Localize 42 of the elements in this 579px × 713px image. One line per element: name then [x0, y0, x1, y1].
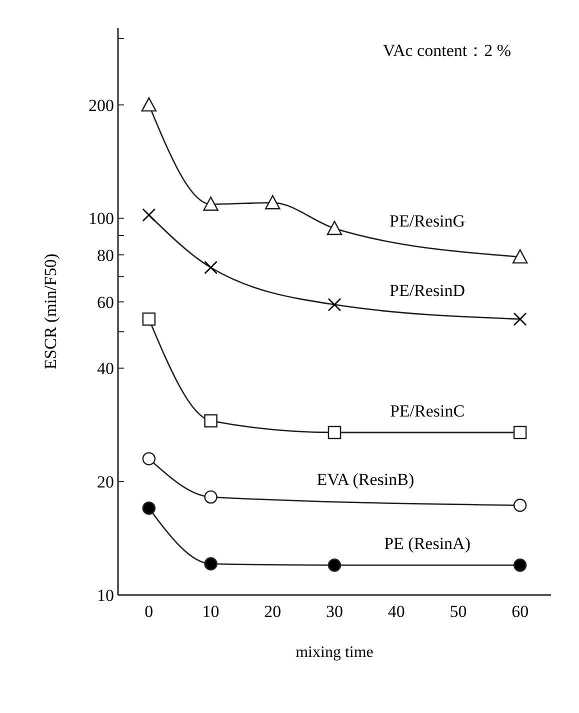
y-tick-label: 60 — [97, 292, 114, 312]
point — [513, 558, 527, 572]
point — [513, 426, 527, 440]
series-label: PE/ResinG — [390, 212, 466, 231]
point — [142, 502, 156, 515]
point — [203, 196, 218, 211]
y-tick-label: 10 — [97, 586, 114, 605]
point — [513, 498, 527, 512]
point — [204, 557, 218, 570]
y-axis-title: ESCR (min/F50) — [41, 254, 60, 370]
point — [513, 312, 527, 326]
point — [142, 312, 156, 326]
point — [141, 97, 157, 112]
point — [204, 260, 218, 274]
point — [326, 220, 342, 236]
point — [204, 414, 218, 428]
point — [328, 558, 342, 572]
y-tick-label: 200 — [88, 96, 114, 115]
series-label: PE (ResinA) — [384, 534, 470, 554]
y-tick-label: 100 — [88, 209, 114, 228]
point — [512, 249, 528, 264]
annotation: VAc content：2 % — [382, 41, 511, 60]
point — [328, 298, 342, 312]
series-label: PE/ResinD — [390, 280, 466, 300]
point — [204, 490, 218, 504]
x-tick-label: 50 — [450, 602, 467, 621]
x-tick-label: 30 — [326, 602, 343, 621]
series-label: EVA (ResinB) — [316, 470, 414, 490]
y-tick-label: 40 — [97, 359, 114, 378]
point — [264, 195, 280, 210]
x-tick-label: 60 — [512, 602, 529, 621]
x-tick-label: 20 — [264, 602, 282, 621]
point — [328, 426, 342, 440]
point — [142, 208, 156, 222]
series-label: PE/ResinC — [390, 402, 465, 420]
point — [142, 452, 156, 466]
x-axis-title: mixing time — [296, 644, 374, 661]
y-tick-label: 20 — [97, 472, 114, 492]
x-tick-label: 40 — [388, 602, 405, 621]
x-tick-label: 0 — [144, 602, 154, 621]
y-tick-label: 80 — [97, 246, 114, 265]
x-tick-label: 10 — [202, 602, 220, 621]
